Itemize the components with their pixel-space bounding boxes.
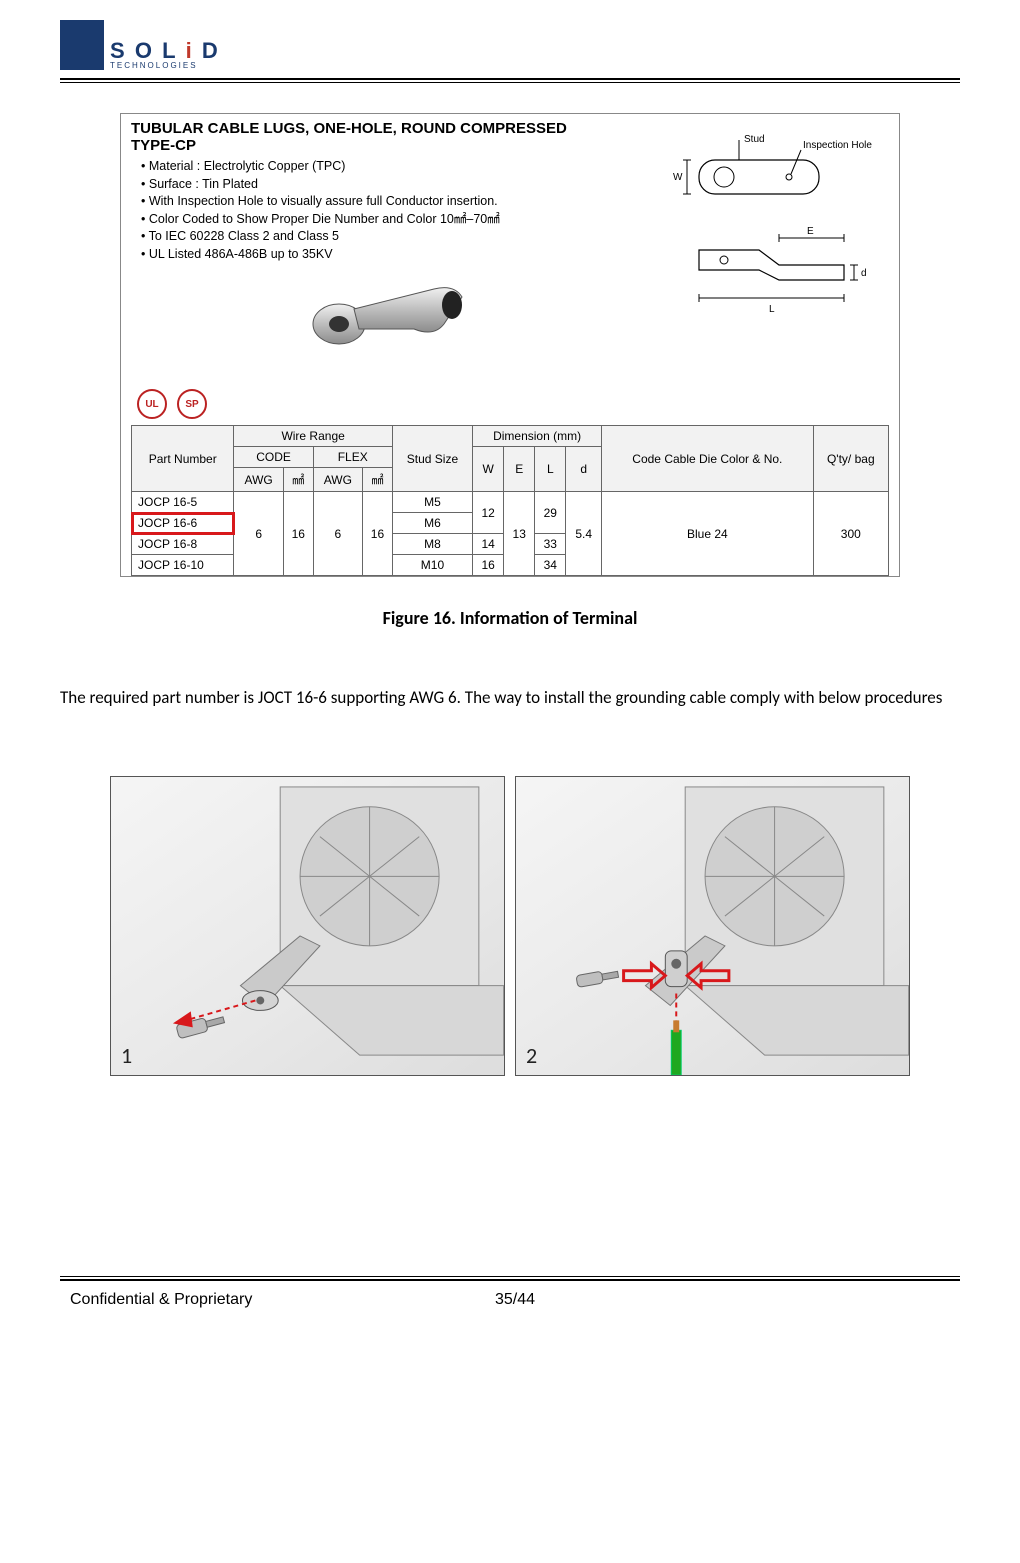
cell-stud: M8 (392, 534, 472, 555)
lug-photo-icon (284, 269, 504, 359)
diagram-label-W: W (673, 172, 683, 183)
cell-pn-highlighted: JOCP 16-6 (132, 513, 234, 534)
cell-E: 13 (504, 492, 535, 576)
cell-stud: M5 (392, 492, 472, 513)
th-flex: FLEX (313, 447, 392, 468)
step-panel-1: 1 (110, 776, 505, 1076)
th-d: d (566, 447, 602, 492)
spec-item: Material : Electrolytic Copper (TPC) (131, 158, 657, 176)
cell-d: 5.4 (566, 492, 602, 576)
page-header: S O L i D TECHNOLOGIES (60, 20, 960, 70)
spec-item: UL Listed 486A-486B up to 35KV (131, 246, 657, 264)
page-footer: Confidential & Proprietary 35/44 (60, 1276, 960, 1309)
th-W: W (473, 447, 504, 492)
brand-subtitle: TECHNOLOGIES (110, 62, 220, 70)
brand-letter: O (135, 38, 154, 63)
ul-badge-icon: UL (137, 389, 167, 419)
th-part-number: Part Number (132, 426, 234, 492)
figure-title: TUBULAR CABLE LUGS, ONE-HOLE, ROUND COMP… (131, 120, 657, 137)
diagram-label-E: E (807, 226, 814, 237)
cell-L: 34 (535, 555, 566, 576)
spec-table: Part Number Wire Range Stud Size Dimensi… (131, 425, 889, 576)
brand-letter: i (186, 38, 194, 63)
logo-block (60, 20, 104, 70)
th-code-mm2: ㎟ (283, 468, 313, 492)
install-steps: 1 2 (110, 776, 910, 1076)
th-dimension: Dimension (mm) (473, 426, 602, 447)
cell-code-awg: 6 (234, 492, 283, 576)
brand-text: S O L i D TECHNOLOGIES (110, 40, 220, 70)
cell-stud: M10 (392, 555, 472, 576)
step-panel-2: 2 (515, 776, 910, 1076)
diagram-label-L: L (769, 304, 775, 315)
th-flex-mm2: ㎟ (363, 468, 393, 492)
spec-item: With Inspection Hole to visually assure … (131, 193, 657, 211)
step-number: 2 (526, 1042, 537, 1069)
cell-qty: 300 (813, 492, 888, 576)
cell-W: 12 (473, 492, 504, 534)
spec-item: Color Coded to Show Proper Die Number an… (131, 211, 657, 229)
spec-bullet-list: Material : Electrolytic Copper (TPC) Sur… (131, 158, 657, 263)
cell-die: Blue 24 (602, 492, 814, 576)
brand-letter: L (162, 38, 177, 63)
step-number: 1 (121, 1042, 132, 1069)
cell-L: 29 (535, 492, 566, 534)
brand-letter: D (202, 38, 220, 63)
cell-flex-awg: 6 (313, 492, 362, 576)
step1-illustration-icon (111, 777, 504, 1075)
terminal-spec-figure: TUBULAR CABLE LUGS, ONE-HOLE, ROUND COMP… (120, 113, 900, 577)
header-rule-thick (60, 78, 960, 80)
figure-subtitle: TYPE-CP (131, 137, 657, 154)
cell-code-mm2: 16 (283, 492, 313, 576)
th-code-awg: AWG (234, 468, 283, 492)
footer-spacer (663, 1291, 960, 1309)
figure-caption: Figure 16. Information of Terminal (60, 607, 960, 629)
header-rule-thin (60, 82, 960, 83)
csa-badge-icon: SP (177, 389, 207, 419)
spec-item: Surface : Tin Plated (131, 176, 657, 194)
th-qty: Q'ty/ bag (813, 426, 888, 492)
diagram-label-inspection: Inspection Hole (803, 140, 872, 151)
cell-W: 16 (473, 555, 504, 576)
th-die-color: Code Cable Die Color & No. (602, 426, 814, 492)
cell-W: 14 (473, 534, 504, 555)
th-E: E (504, 447, 535, 492)
footer-rule-thin (60, 1276, 960, 1277)
footer-page-number: 35/44 (367, 1291, 664, 1309)
table-row: JOCP 16-5 6 16 6 16 M5 12 13 29 5.4 Blue… (132, 492, 889, 513)
cert-badges: UL SP (137, 389, 657, 419)
brand-letter: S (110, 38, 127, 63)
cell-stud: M6 (392, 513, 472, 534)
cell-pn: JOCP 16-10 (132, 555, 234, 576)
footer-confidential: Confidential & Proprietary (60, 1291, 367, 1309)
th-L: L (535, 447, 566, 492)
spec-item: To IEC 60228 Class 2 and Class 5 (131, 228, 657, 246)
footer-rule-thick (60, 1279, 960, 1281)
lug-dimension-diagram: Stud Inspection Hole E d (669, 120, 889, 425)
cell-flex-mm2: 16 (363, 492, 393, 576)
body-paragraph: The required part number is JOCT 16-6 su… (60, 679, 960, 716)
th-wire-range: Wire Range (234, 426, 392, 447)
th-code: CODE (234, 447, 313, 468)
diagram-label-d: d (861, 268, 867, 279)
cell-L: 33 (535, 534, 566, 555)
diagram-label-stud: Stud (744, 134, 765, 145)
step2-illustration-icon (516, 777, 909, 1075)
cell-pn: JOCP 16-8 (132, 534, 234, 555)
th-flex-awg: AWG (313, 468, 362, 492)
cell-pn: JOCP 16-5 (132, 492, 234, 513)
th-stud-size: Stud Size (392, 426, 472, 492)
